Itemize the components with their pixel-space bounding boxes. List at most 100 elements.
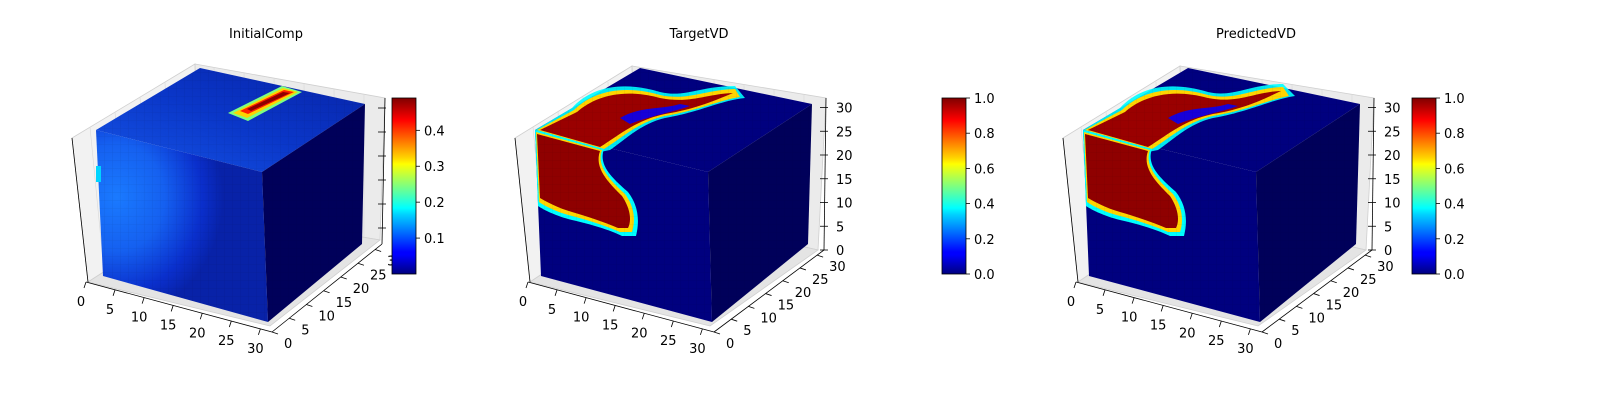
- colorbar-tick-label: 0.8: [974, 127, 995, 142]
- y-tick-mark: [340, 276, 347, 280]
- colorbar: 0.0 0.2 0.4 0.6 0.8 1.0: [1411, 92, 1465, 283]
- colorbar-tick-label: 0.6: [974, 162, 995, 177]
- z-axis: 0 5 10 15 20 25 30: [1062, 97, 1401, 283]
- x-tick-label: 0: [1067, 295, 1075, 310]
- cube-right-gridtex: [708, 104, 812, 322]
- cube-top-gridtex: [1083, 68, 1360, 172]
- panel-title: TargetVD: [668, 27, 728, 42]
- x-axis: 0 5 10 15 20 25 30: [519, 281, 715, 357]
- x-tick-label: 30: [247, 342, 264, 357]
- x-tick-mark: [1131, 297, 1135, 304]
- z-tick-label: 30: [836, 102, 853, 117]
- y-tick-mark: [816, 254, 824, 258]
- y-tick-label: 25: [370, 268, 387, 283]
- y-tick-mark: [765, 293, 772, 296]
- cube-right-gridtex: [262, 104, 365, 322]
- x-tick-label: 15: [602, 318, 619, 333]
- x-tick-label: 10: [573, 311, 590, 326]
- y-tick-label: 0: [726, 337, 734, 352]
- x-tick-label: 0: [519, 295, 527, 310]
- z-tick-label: 10: [836, 197, 853, 212]
- z-tick-label: 5: [836, 220, 844, 235]
- y-tick-label: 30: [829, 260, 846, 275]
- y-tick-label: 10: [760, 311, 777, 326]
- x-tick-label: 10: [1121, 311, 1138, 326]
- x-tick-label: 25: [1208, 334, 1225, 349]
- y-tick-mark: [306, 304, 313, 307]
- x-tick-mark: [170, 305, 174, 312]
- y-tick-label: 25: [812, 273, 829, 288]
- y-tick-mark: [271, 331, 279, 335]
- x-tick-label: 5: [106, 303, 114, 318]
- y-tick-label: 15: [1326, 299, 1343, 314]
- colorbar-tick-label: 0.4: [1444, 198, 1465, 213]
- y-tick-mark: [748, 305, 755, 309]
- colorbar-tick-label: 0.6: [1444, 162, 1465, 177]
- x-tick-mark: [83, 281, 87, 289]
- z-tick-label: 15: [836, 173, 853, 188]
- x-tick-label: 5: [1096, 303, 1104, 318]
- x-tick-label: 20: [1179, 326, 1196, 341]
- x-tick-mark: [112, 289, 116, 296]
- cube-front-gridtex: [1083, 130, 1260, 322]
- x-tick-label: 0: [77, 295, 85, 310]
- y-tick-mark: [1296, 305, 1303, 309]
- z-axis: 0 5 10 15 20 25 30: [514, 97, 853, 283]
- y-tick-label: 30: [1377, 260, 1394, 275]
- y-tick-mark: [289, 317, 296, 321]
- cube-top-gridtex: [535, 68, 812, 172]
- x-tick-label: 10: [131, 311, 148, 326]
- x-tick-mark: [1160, 305, 1164, 312]
- x-tick-label: 30: [689, 342, 706, 357]
- x-tick-mark: [1102, 289, 1106, 296]
- z-tick-label: 0: [836, 244, 844, 259]
- x-tick-label: 25: [218, 334, 235, 349]
- y-tick-label: 0: [284, 337, 292, 352]
- colorbar-tick-label: 0.0: [974, 268, 995, 283]
- x-tick-mark: [670, 320, 674, 328]
- colorbar-tick-label: 0.2: [1444, 233, 1465, 248]
- z-tick-label: 20: [1384, 149, 1401, 164]
- y-tick-label: 20: [1343, 286, 1360, 301]
- z-tick-label: 20: [836, 149, 853, 164]
- x-tick-label: 30: [1237, 342, 1254, 357]
- colorbar-tick-label: 0.1: [424, 232, 445, 247]
- x-tick-mark: [199, 313, 203, 320]
- y-tick-label: 15: [336, 296, 353, 311]
- x-tick-label: 5: [548, 303, 556, 318]
- x-tick-label: 20: [631, 326, 648, 341]
- y-tick-mark: [1364, 254, 1372, 258]
- z-tick-label: 25: [836, 125, 853, 140]
- x-tick-mark: [525, 281, 529, 289]
- colorbar-gradient: [941, 97, 967, 275]
- y-tick-mark: [357, 262, 365, 266]
- x-tick-label: 25: [660, 334, 677, 349]
- front-edge-mark: [96, 166, 101, 182]
- colorbar: 0.1 0.2 0.3 0.4: [391, 97, 445, 275]
- y-tick-label: 0: [1274, 337, 1282, 352]
- x-tick-label: 15: [160, 318, 177, 333]
- y-tick-mark: [731, 318, 738, 322]
- x-tick-label: 15: [1150, 318, 1167, 333]
- y-tick-label: 25: [1360, 273, 1377, 288]
- colorbar-tick-label: 1.0: [974, 92, 995, 107]
- y-tick-mark: [1313, 293, 1320, 296]
- x-tick-mark: [141, 297, 145, 304]
- colorbar: 0.0 0.2 0.4 0.6 0.8 1.0: [941, 92, 995, 283]
- x-tick-mark: [1189, 313, 1193, 320]
- y-tick-label: 10: [1308, 311, 1325, 326]
- y-tick-label: 5: [1291, 324, 1299, 339]
- x-tick-mark: [554, 289, 558, 296]
- z-tick-label: 0: [1384, 244, 1392, 259]
- y-tick-mark: [799, 267, 807, 271]
- y-tick-mark: [713, 331, 721, 335]
- colorbar-gradient: [1411, 97, 1437, 275]
- colorbar-tick-label: 0.4: [424, 124, 445, 139]
- colorbar-tick-label: 1.0: [1444, 92, 1465, 107]
- z-tick-label: 5: [1384, 220, 1392, 235]
